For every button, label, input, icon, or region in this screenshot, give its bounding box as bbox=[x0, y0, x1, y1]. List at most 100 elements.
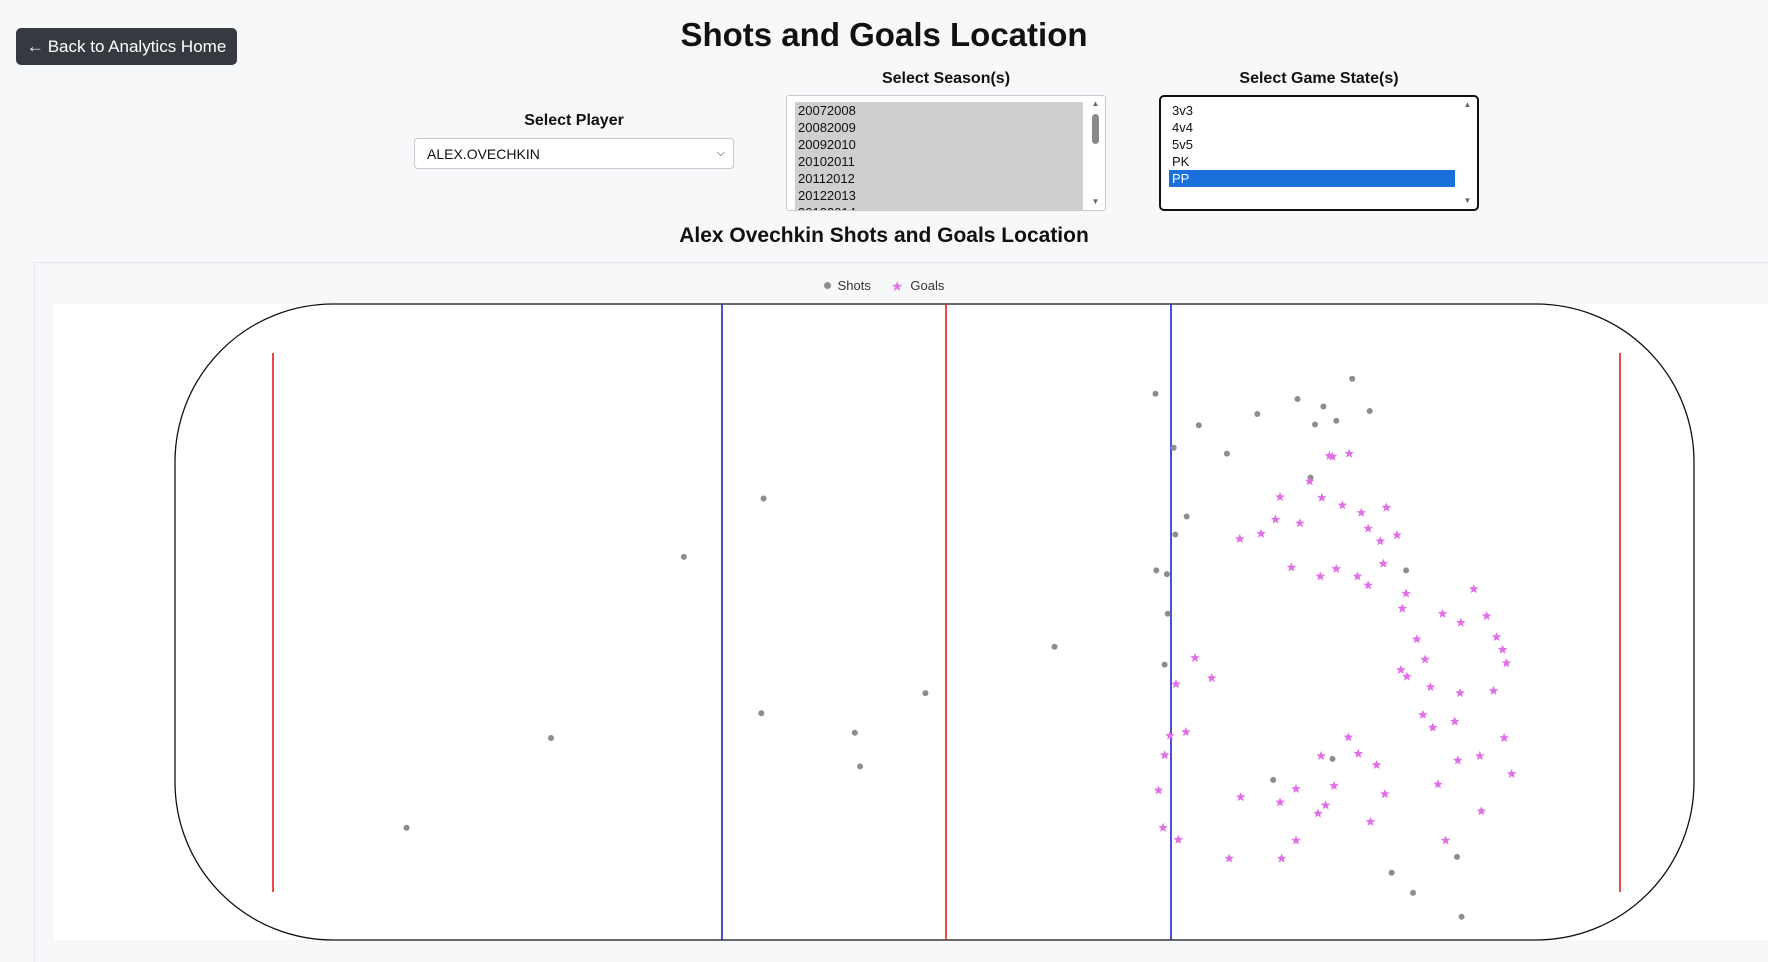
season-scrollbar[interactable]: ▲ ▼ bbox=[1088, 98, 1103, 208]
shot-point bbox=[1183, 513, 1190, 520]
player-dropdown-value: ALEX.OVECHKIN bbox=[427, 145, 540, 162]
goal-point bbox=[1440, 835, 1451, 845]
shot-point bbox=[403, 824, 410, 831]
goal-point bbox=[1181, 727, 1191, 736]
goal-point bbox=[1412, 634, 1422, 644]
goal-point bbox=[1456, 617, 1466, 627]
game-state-option[interactable]: 3v3 bbox=[1172, 103, 1193, 118]
goal-point bbox=[1235, 533, 1245, 543]
goal-point bbox=[1286, 562, 1297, 572]
goal-point bbox=[1344, 448, 1354, 458]
goal-point bbox=[1165, 730, 1175, 740]
goal-point bbox=[1455, 688, 1465, 698]
goal-point bbox=[1317, 492, 1327, 502]
shot-point bbox=[1294, 396, 1301, 402]
game-state-option[interactable]: 5v5 bbox=[1172, 137, 1193, 152]
goal-point bbox=[1475, 750, 1485, 760]
game-state-option[interactable]: 4v4 bbox=[1172, 120, 1193, 135]
legend-label-shots: Shots bbox=[837, 278, 871, 293]
goal-point bbox=[1224, 853, 1234, 863]
player-dropdown[interactable]: ALEX.OVECHKIN ⌵ bbox=[414, 138, 734, 169]
goal-point bbox=[1375, 536, 1386, 546]
season-option[interactable]: 20112012 bbox=[795, 170, 1083, 187]
goal-point bbox=[1315, 571, 1326, 581]
shot-point bbox=[1312, 421, 1318, 428]
goal-point bbox=[1291, 783, 1301, 793]
season-option[interactable]: 20082009 bbox=[795, 119, 1083, 136]
goal-point bbox=[1190, 652, 1200, 662]
shot-point bbox=[1051, 643, 1058, 650]
goal-point bbox=[1275, 492, 1285, 502]
goal-point bbox=[1420, 654, 1430, 664]
shot-point bbox=[1403, 567, 1410, 574]
goal-point bbox=[1327, 451, 1338, 461]
season-option[interactable]: 20122013 bbox=[795, 187, 1083, 204]
rink-boards bbox=[174, 303, 1695, 941]
goal-point bbox=[1425, 682, 1436, 692]
scroll-down-icon[interactable]: ▼ bbox=[1091, 197, 1100, 206]
goal-point bbox=[1171, 679, 1181, 689]
season-listbox[interactable]: 20072008 20082009 20092010 20102011 2011… bbox=[786, 95, 1106, 211]
shot-point bbox=[680, 553, 687, 560]
goal-point bbox=[1453, 755, 1463, 765]
shot-point bbox=[1329, 755, 1336, 762]
shot-point bbox=[857, 763, 864, 770]
game-state-option-selected[interactable]: PP bbox=[1169, 170, 1455, 187]
star-icon: ★ bbox=[890, 277, 904, 294]
goal-point bbox=[1235, 792, 1246, 802]
scroll-up-icon[interactable]: ▲ bbox=[1091, 99, 1100, 108]
scroll-thumb[interactable] bbox=[1092, 114, 1099, 144]
goal-point bbox=[1337, 500, 1348, 510]
season-option[interactable]: 20102011 bbox=[795, 153, 1083, 170]
back-button-label: Back to Analytics Home bbox=[47, 36, 227, 56]
goal-point bbox=[1329, 780, 1339, 790]
shots-series bbox=[403, 375, 1465, 920]
goal-point bbox=[1304, 476, 1315, 486]
scroll-down-icon[interactable]: ▼ bbox=[1463, 196, 1472, 205]
shot-point bbox=[1410, 889, 1416, 896]
goal-point bbox=[1396, 664, 1406, 674]
chart-legend: Shots ★ Goals bbox=[0, 278, 1768, 293]
shot-point bbox=[1458, 913, 1465, 920]
shot-marker-icon bbox=[823, 282, 831, 289]
goal-point bbox=[1402, 671, 1412, 681]
shot-point bbox=[851, 729, 858, 736]
goal-point bbox=[1207, 673, 1217, 683]
scroll-up-icon[interactable]: ▲ bbox=[1463, 100, 1472, 109]
legend-label-goals: Goals bbox=[910, 278, 945, 293]
shot-point bbox=[1152, 390, 1159, 397]
season-option[interactable]: 20132014 bbox=[795, 204, 1083, 210]
goals-series bbox=[1153, 448, 1517, 863]
shot-point bbox=[1161, 661, 1168, 668]
game-state-options: 3v3 4v4 5v5 PK PP bbox=[1169, 102, 1455, 187]
legend-item-goals[interactable]: ★ Goals bbox=[891, 278, 945, 293]
season-options: 20072008 20082009 20092010 20102011 2011… bbox=[795, 102, 1083, 210]
goal-point bbox=[1507, 768, 1517, 778]
game-state-option[interactable]: PK bbox=[1172, 154, 1190, 169]
shot-point bbox=[1223, 450, 1230, 457]
season-option[interactable]: 20092010 bbox=[795, 136, 1083, 153]
goal-point bbox=[1173, 834, 1184, 844]
shot-point bbox=[1333, 417, 1340, 424]
goal-point bbox=[1153, 785, 1164, 795]
goal-point bbox=[1491, 632, 1502, 641]
shot-point bbox=[1170, 444, 1177, 451]
shot-point bbox=[1153, 567, 1160, 574]
game-state-select-label: Select Game State(s) bbox=[1239, 70, 1399, 87]
chart-title: Alex Ovechkin Shots and Goals Location bbox=[679, 224, 1089, 247]
shot-point bbox=[1195, 422, 1202, 429]
season-option[interactable]: 20072008 bbox=[795, 102, 1083, 119]
goal-point bbox=[1324, 450, 1335, 460]
back-to-analytics-home-button[interactable]: ← Back to Analytics Home bbox=[16, 28, 237, 65]
goal-point bbox=[1437, 608, 1448, 618]
goal-point bbox=[1381, 502, 1392, 512]
goal-point bbox=[1499, 733, 1509, 742]
shot-point bbox=[1172, 531, 1179, 538]
shot-point bbox=[548, 735, 554, 741]
game-state-listbox[interactable]: 3v3 4v4 5v5 PK PP ▲ ▼ bbox=[1159, 95, 1479, 211]
goal-point bbox=[1488, 685, 1499, 695]
game-state-scrollbar[interactable]: ▲ ▼ bbox=[1460, 99, 1475, 207]
legend-item-shots[interactable]: Shots bbox=[823, 278, 871, 293]
goal-point bbox=[1295, 518, 1305, 528]
